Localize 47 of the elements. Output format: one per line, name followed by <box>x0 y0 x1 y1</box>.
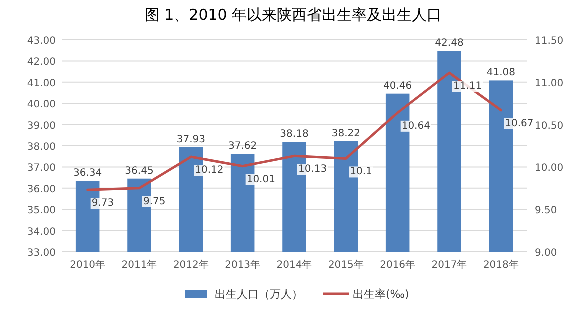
y-tick-label: 40.00 <box>27 100 56 111</box>
y2-tick-label: 11.50 <box>535 36 564 47</box>
data-label: 10.64 <box>402 120 430 132</box>
data-label: 42.48 <box>435 38 464 50</box>
data-label: 10.12 <box>195 165 224 176</box>
data-label: 41.08 <box>486 68 516 79</box>
x-tick-label: 2011年 <box>122 259 158 271</box>
y2-tick-label: 10.50 <box>535 120 564 132</box>
x-tick-label: 2013年 <box>225 259 261 271</box>
y-tick-label: 35.00 <box>27 206 56 217</box>
data-label: 36.34 <box>74 168 102 180</box>
data-label: 10.1 <box>350 166 372 178</box>
data-label: 10.01 <box>246 174 276 186</box>
data-label: 11.11 <box>454 81 482 92</box>
data-label: 40.46 <box>384 80 412 92</box>
y-tick-label: 39.00 <box>27 120 56 132</box>
data-label: 10.67 <box>505 118 534 130</box>
data-label: 38.18 <box>280 129 309 140</box>
y-tick-label: 41.00 <box>27 78 56 90</box>
data-label: 9.75 <box>144 196 166 208</box>
x-tick-label: 2014年 <box>276 259 312 271</box>
y-tick-label: 38.00 <box>27 142 56 153</box>
y2-tick-label: 10.00 <box>535 163 564 174</box>
x-tick-label: 2017年 <box>432 259 468 271</box>
legend-label: 出生人口（万人） <box>215 288 303 301</box>
data-label: 10.13 <box>298 164 328 176</box>
data-label: 9.73 <box>92 198 114 210</box>
data-label: 37.93 <box>176 134 206 146</box>
data-label: 36.45 <box>125 166 154 177</box>
y-tick-label: 37.00 <box>27 163 56 174</box>
chart-title: 图 1、2010 年以来陕西省出生率及出生人口 <box>144 6 442 24</box>
y-tick-label: 42.00 <box>27 57 56 68</box>
y-tick-label: 33.00 <box>27 248 56 259</box>
x-tick-label: 2015年 <box>328 259 364 271</box>
y2-tick-label: 11.00 <box>535 78 564 90</box>
x-tick-label: 2018年 <box>483 259 519 271</box>
x-tick-label: 2016年 <box>380 259 416 271</box>
y-tick-label: 34.00 <box>27 226 56 238</box>
y-tick-label: 36.00 <box>27 184 56 196</box>
y-tick-label: 43.00 <box>27 36 56 47</box>
x-tick-label: 2012年 <box>173 259 209 271</box>
data-label: 38.22 <box>332 128 360 140</box>
data-label: 37.62 <box>228 141 258 152</box>
y2-tick-label: 9.50 <box>535 206 558 217</box>
legend-label: 出生率(‰) <box>353 288 410 301</box>
y2-tick-label: 9.00 <box>535 248 558 259</box>
x-tick-label: 2010年 <box>70 259 106 271</box>
